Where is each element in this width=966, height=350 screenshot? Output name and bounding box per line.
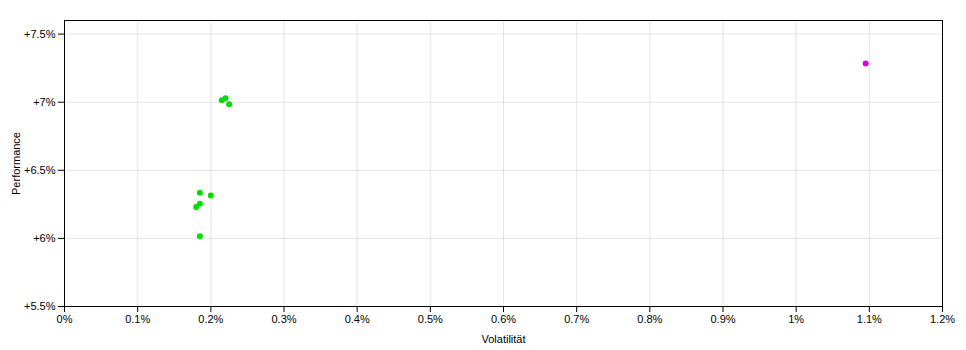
- svg-text:+7.5%: +7.5%: [24, 28, 56, 40]
- svg-text:+5.5%: +5.5%: [24, 300, 56, 312]
- svg-text:0.2%: 0.2%: [198, 313, 223, 325]
- svg-text:0.5%: 0.5%: [418, 313, 443, 325]
- svg-text:+6%: +6%: [33, 232, 56, 244]
- svg-text:0.9%: 0.9%: [710, 313, 735, 325]
- svg-text:0.6%: 0.6%: [491, 313, 516, 325]
- svg-text:Volatilität: Volatilität: [481, 333, 525, 345]
- svg-text:Performance: Performance: [10, 132, 22, 195]
- svg-text:0.8%: 0.8%: [637, 313, 662, 325]
- svg-text:0.7%: 0.7%: [564, 313, 589, 325]
- svg-text:1.1%: 1.1%: [857, 313, 882, 325]
- svg-text:0.1%: 0.1%: [125, 313, 150, 325]
- svg-text:0.3%: 0.3%: [271, 313, 296, 325]
- svg-text:0.4%: 0.4%: [345, 313, 370, 325]
- svg-text:1%: 1%: [788, 313, 804, 325]
- svg-text:+7%: +7%: [33, 96, 56, 108]
- svg-text:1.2%: 1.2%: [930, 313, 955, 325]
- svg-text:+6.5%: +6.5%: [24, 164, 56, 176]
- svg-text:0%: 0%: [57, 313, 73, 325]
